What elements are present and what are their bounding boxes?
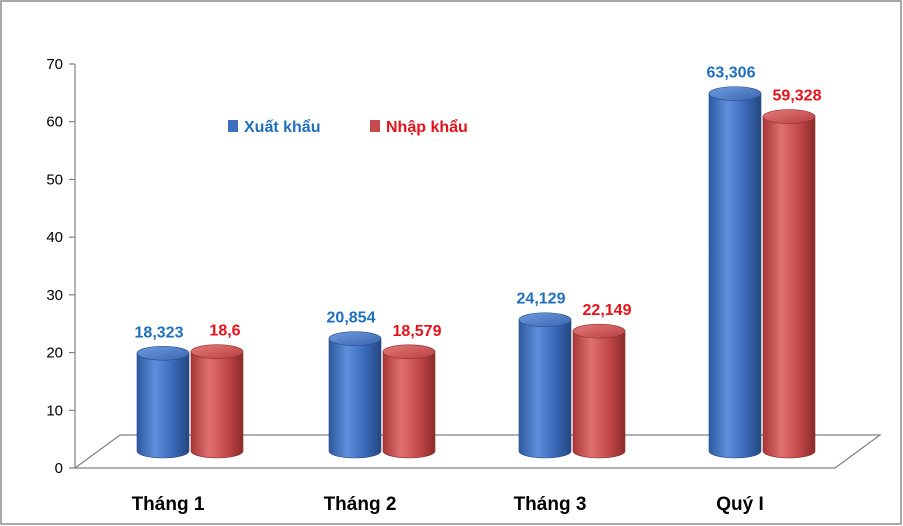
bar-top-xuat-khau-0: [136, 345, 190, 361]
bar-top-xuat-khau-1: [328, 331, 382, 346]
legend-label-xuat-khau: Xuất khẩu: [244, 118, 320, 136]
bar-nhap-khau-2: [572, 330, 626, 459]
y-tick-label: 20: [46, 345, 63, 362]
data-label-nhap-khau-0: 18,6: [209, 323, 240, 340]
data-label-nhap-khau-3: 59,328: [773, 88, 822, 105]
y-tick-label: 40: [46, 229, 63, 246]
bar-nhap-khau-3: [762, 116, 816, 459]
data-label-xuat-khau-3: 63,306: [707, 65, 756, 82]
data-labels: 18,323 18,6 20,854 18,579 24,129 22,149 63,306…: [135, 65, 822, 342]
y-tick-label: 0: [55, 460, 63, 477]
legend: Xuất khẩu Nhập khẩu: [228, 118, 468, 136]
bar-xuat-khau-2: [518, 319, 572, 459]
y-tick-label: 30: [46, 287, 63, 304]
category-label: Tháng 3: [514, 494, 587, 515]
axes: [73, 64, 882, 469]
bar-xuat-khau-0: [136, 352, 190, 459]
bar-top-nhap-khau-0: [190, 344, 244, 359]
floor-plane: [73, 434, 882, 469]
legend-swatch-nhap-khau: [370, 120, 380, 132]
y-tick-label: 70: [46, 56, 63, 73]
bar-top-nhap-khau-1: [382, 344, 436, 360]
y-axis-ticks: 0 10 20 30 40 50 60 70: [46, 56, 75, 477]
bar-top-nhap-khau-2: [572, 323, 626, 339]
y-tick-label: 60: [46, 114, 63, 131]
category-label: Quý I: [716, 494, 764, 515]
y-tick-label: 10: [46, 402, 63, 419]
bar-top-nhap-khau-3: [762, 109, 816, 124]
category-labels: Tháng 1 Tháng 2 Tháng 3 Quý I: [132, 494, 764, 515]
data-label-xuat-khau-1: 20,854: [327, 310, 376, 327]
bar-top-xuat-khau-2: [518, 312, 572, 328]
y-tick-label: 50: [46, 171, 63, 188]
bar-top-xuat-khau-3: [708, 86, 762, 101]
data-label-nhap-khau-1: 18,579: [393, 323, 442, 340]
data-label-xuat-khau-0: 18,323: [135, 324, 184, 341]
data-label-xuat-khau-2: 24,129: [517, 291, 566, 308]
legend-swatch-xuat-khau: [228, 120, 238, 132]
data-label-nhap-khau-2: 22,149: [583, 302, 632, 319]
bar-xuat-khau-3: [708, 93, 762, 459]
bar-xuat-khau-1: [328, 338, 382, 459]
bar-nhap-khau-1: [382, 351, 436, 459]
legend-label-nhap-khau: Nhập khẩu: [386, 118, 468, 136]
bars: [136, 86, 816, 459]
category-label: Tháng 2: [324, 494, 397, 515]
bar-nhap-khau-0: [190, 351, 244, 459]
category-label: Tháng 1: [132, 494, 205, 515]
